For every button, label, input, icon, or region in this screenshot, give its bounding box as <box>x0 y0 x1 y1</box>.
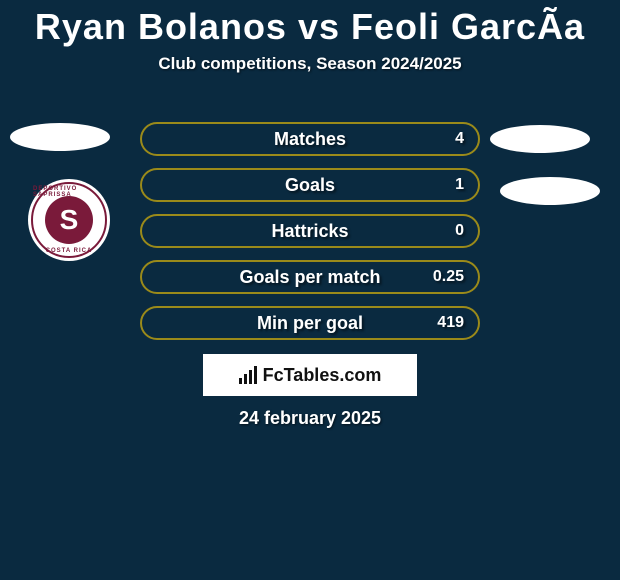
club-logo-left: DEPORTIVO SAPRISSA S COSTA RICA <box>28 179 110 261</box>
stat-value: 419 <box>437 314 464 332</box>
stat-row: Hattricks 0 <box>140 214 480 248</box>
stat-value: 1 <box>455 176 464 194</box>
player-badge-placeholder <box>500 177 600 205</box>
branding-box[interactable]: FcTables.com <box>203 354 417 396</box>
stat-value: 0 <box>455 222 464 240</box>
stat-label: Matches <box>274 129 346 150</box>
stat-label: Min per goal <box>257 313 363 334</box>
stat-value: 0.25 <box>433 268 464 286</box>
player-badge-placeholder <box>490 125 590 153</box>
stat-label: Goals <box>285 175 335 196</box>
chart-icon <box>239 366 257 384</box>
comparison-page: Ryan Bolanos vs Feoli GarcÃ­a Club compe… <box>0 0 620 580</box>
club-ring-bottom: COSTA RICA <box>46 248 93 254</box>
club-letter: S <box>45 196 93 244</box>
stat-value: 4 <box>455 130 464 148</box>
player-badge-placeholder <box>10 123 110 151</box>
page-subtitle: Club competitions, Season 2024/2025 <box>0 54 620 74</box>
stat-row: Goals per match 0.25 <box>140 260 480 294</box>
page-title: Ryan Bolanos vs Feoli GarcÃ­a <box>0 0 620 48</box>
stat-label: Hattricks <box>271 221 348 242</box>
stat-label: Goals per match <box>239 267 380 288</box>
stat-row: Matches 4 <box>140 122 480 156</box>
date-text: 24 february 2025 <box>0 408 620 429</box>
stat-row: Goals 1 <box>140 168 480 202</box>
branding-text: FcTables.com <box>263 365 382 386</box>
stat-row: Min per goal 419 <box>140 306 480 340</box>
club-ring-top: DEPORTIVO SAPRISSA <box>33 186 105 198</box>
